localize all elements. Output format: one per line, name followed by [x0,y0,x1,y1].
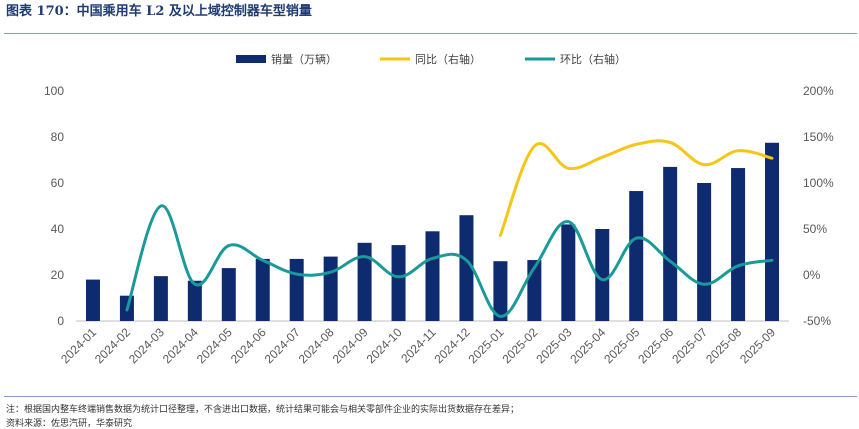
x-axis-tick-label: 2025-09 [737,325,778,366]
bar [731,168,746,321]
x-axis-tick-label: 2025-06 [635,325,676,366]
x-axis-tick-label: 2024-02 [92,325,133,366]
bar [255,258,270,321]
right-axis-tick-label: 0% [803,268,821,282]
x-axis-tick-label: 2025-05 [601,325,642,366]
left-axis-tick-label: 100 [44,84,64,98]
right-axis-tick-label: 200% [803,84,834,98]
footnote: 注：根据国内整车终端销售数据为统计口径整理，不含进出口数据，统计结果可能会与相关… [6,405,520,415]
bar [153,276,168,321]
legend-swatch [236,55,266,63]
bar [187,280,202,321]
footer-divider [4,396,857,397]
bar [493,261,508,321]
bar [323,256,338,321]
legend-label: 同比（右轴） [415,52,481,66]
x-axis-tick-label: 2024-08 [296,325,337,366]
left-axis-tick-label: 20 [51,268,65,282]
right-axis-tick-label: 100% [803,176,834,190]
right-axis-tick-label: -50% [803,314,831,328]
x-axis-tick-label: 2024-03 [126,325,167,366]
x-axis-tick-label: 2024-05 [194,325,235,366]
bar [629,191,644,321]
figure-title: 图表 170：中国乘用车 L2 及以上域控制器车型销量 [6,4,312,19]
left-axis-tick-label: 80 [51,130,65,144]
bar [85,279,100,321]
legend-label: 销量（万辆） [271,52,337,66]
bar [289,258,304,321]
series-line [498,139,774,237]
x-axis-tick-label: 2024-04 [160,325,201,366]
x-axis-tick-label: 2025-04 [567,325,608,366]
bar [391,245,406,321]
series-line [125,204,774,318]
x-axis-tick-label: 2024-01 [58,325,99,366]
bar [357,242,372,321]
x-axis-tick-label: 2024-12 [432,325,473,366]
bar [663,166,678,321]
x-axis-tick-label: 2024-09 [330,325,371,366]
right-axis-tick-label: 150% [803,130,834,144]
left-axis-tick-label: 0 [57,314,64,328]
bar [595,229,610,321]
x-axis-tick-label: 2024-11 [398,325,439,366]
x-axis-tick-label: 2025-01 [465,325,506,366]
x-axis-tick-label: 2025-03 [533,325,574,366]
right-axis-tick-label: 50% [803,222,827,236]
x-axis-tick-label: 2024-06 [228,325,269,366]
legend-label: 环比（右轴） [560,52,626,66]
x-axis-tick-label: 2025-08 [703,325,744,366]
bar [697,183,712,321]
title-divider [4,33,857,34]
bar [765,142,780,321]
bar [561,224,576,321]
combo-chart: 0 20 40 60 80 100 -50% 0% 50% 100% 150% 200% 2024-01… [44,52,834,366]
bar [221,268,236,321]
left-axis-tick-label: 40 [51,222,65,236]
bar [459,215,474,321]
source-note: 资料来源：佐思汽研，华泰研究 [6,419,133,429]
x-axis-tick-label: 2024-07 [262,325,303,366]
left-axis-tick-label: 60 [51,176,65,190]
x-axis-tick-label: 2025-07 [669,325,710,366]
bar [425,231,440,321]
x-axis-tick-label: 2025-02 [499,325,540,366]
x-axis-tick-label: 2024-10 [364,325,405,366]
